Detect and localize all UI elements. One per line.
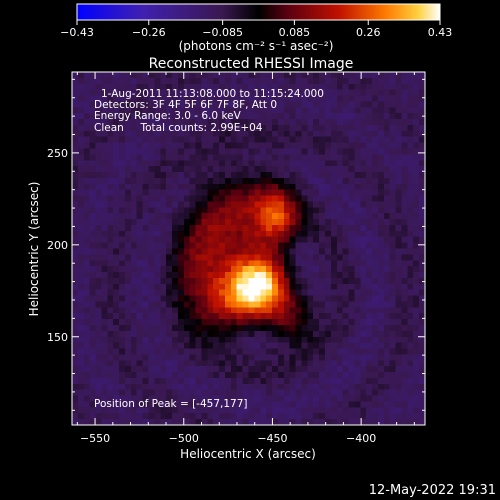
colorbar-tick-label-2: −0.085 (202, 26, 243, 39)
colorbar-tick-label-5: 0.43 (428, 26, 453, 39)
colorbar-label: (photons cm⁻² s⁻¹ asec⁻²) (179, 39, 334, 53)
y-axis-label: Heliocentric Y (arcsec) (27, 182, 41, 317)
timestamp: 12-May-2022 19:31 (369, 483, 496, 498)
heatmap-image (72, 72, 425, 425)
x-tick-label-2: −450 (257, 432, 287, 445)
chart-title: Reconstructed RHESSI Image (149, 56, 354, 72)
annotation-time: 1-Aug-2011 11:13:08.000 to 11:15:24.000 (101, 88, 324, 100)
plot-frame (71, 71, 426, 426)
x-axis-label: Heliocentric X (arcsec) (180, 447, 316, 461)
y-tick-label-0: 150 (47, 331, 68, 344)
peak-position-label: Position of Peak = [-457,177] (94, 398, 248, 410)
y-tick-label-2: 250 (47, 147, 68, 160)
colorbar-tick-label-0: −0.43 (60, 26, 94, 39)
x-tick-label-1: −500 (169, 432, 199, 445)
colorbar (76, 3, 441, 21)
y-tick-label-1: 200 (47, 239, 68, 252)
x-tick-label-3: −400 (346, 432, 376, 445)
annotation-detectors: Detectors: 3F 4F 5F 6F 7F 8F, Att 0 (94, 99, 277, 111)
colorbar-tick-label-4: 0.26 (356, 26, 381, 39)
annotation-energy: Energy Range: 3.0 - 6.0 keV (94, 110, 242, 122)
x-tick-label-0: −550 (80, 432, 110, 445)
colorbar-ticks: −0.43 −0.26 −0.085 0.085 0.26 0.43 (60, 20, 452, 39)
colorbar-tick-label-1: −0.26 (132, 26, 166, 39)
colorbar-tick-label-3: 0.085 (279, 26, 311, 39)
axes: −550 −500 −450 −400 150 200 250 (47, 72, 425, 445)
annotation-clean: Clean Total counts: 2.99E+04 (94, 122, 263, 134)
